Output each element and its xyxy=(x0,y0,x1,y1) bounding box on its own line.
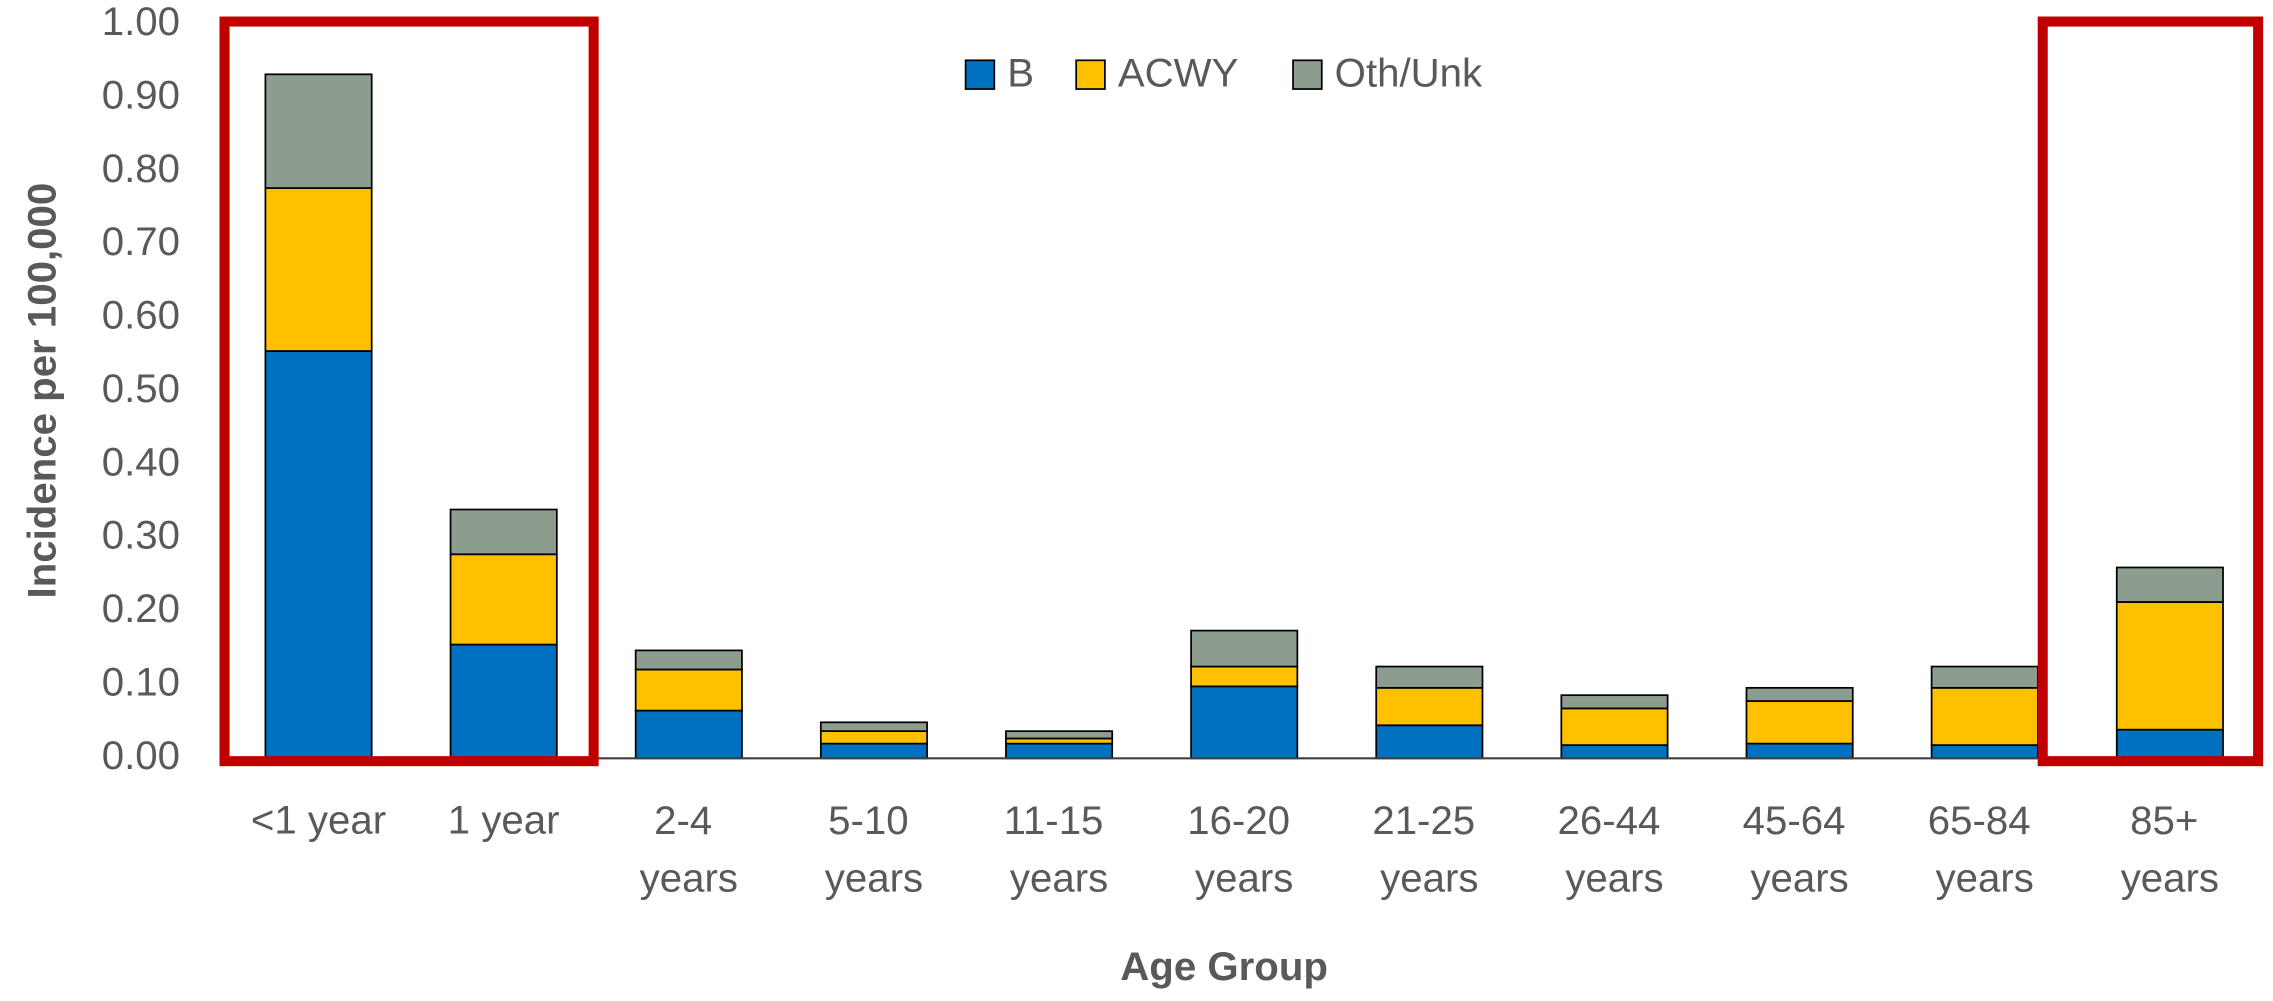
bar-segment xyxy=(2115,601,2224,731)
highlight-box xyxy=(219,16,599,767)
bar-segment xyxy=(634,668,743,712)
y-tick-label: 0.70 xyxy=(102,219,180,264)
x-tick-label: 2-4 years xyxy=(640,798,738,900)
x-tick-label: 45-64 years xyxy=(1743,798,1857,900)
x-tick-label: <1 year xyxy=(251,798,386,843)
x-tick-label: 11-15 years xyxy=(1004,798,1115,900)
bar-segment xyxy=(264,187,373,352)
bar-segment xyxy=(1190,665,1299,688)
bar-segment xyxy=(1375,724,1484,760)
bar-segment xyxy=(1190,685,1299,760)
bar-segment xyxy=(1745,686,1854,702)
legend-label: Oth/Unk xyxy=(1335,51,1483,96)
bar-segment xyxy=(1745,742,1854,760)
bar-segment xyxy=(819,721,928,732)
y-tick-label: 0.80 xyxy=(102,146,180,191)
x-tick-label: 1 year xyxy=(448,798,560,843)
legend-label: ACWY xyxy=(1118,51,1239,96)
bar-segment xyxy=(1930,744,2039,760)
bar-segment xyxy=(1930,665,2039,689)
bar-segment xyxy=(1190,629,1299,668)
bar-segment xyxy=(1930,686,2039,746)
bar-segment xyxy=(1005,730,1114,740)
bar-segment xyxy=(2115,566,2224,603)
x-tick-label: 16-20 years xyxy=(1187,798,1301,900)
legend-label: B xyxy=(1007,51,1034,96)
legend-swatch xyxy=(1075,59,1106,90)
y-tick-label: 0.90 xyxy=(102,72,180,117)
highlight-box xyxy=(2037,16,2264,767)
bar-segment xyxy=(1375,686,1484,727)
y-tick-label: 0.00 xyxy=(102,733,180,778)
y-tick-label: 0.10 xyxy=(102,660,180,705)
bar-segment xyxy=(1560,744,1669,760)
bar-segment xyxy=(1005,742,1114,760)
bar-segment xyxy=(634,709,743,760)
x-tick-label: 21-25 years xyxy=(1372,798,1486,900)
bar-segment xyxy=(819,730,928,745)
bar-segment xyxy=(449,643,558,760)
bar-segment xyxy=(1745,700,1854,745)
bar-segment xyxy=(449,508,558,556)
plot-area xyxy=(264,73,2224,760)
y-tick-label: 0.60 xyxy=(102,293,180,338)
y-tick-label: 0.20 xyxy=(102,586,180,631)
y-tick-label: 0.30 xyxy=(102,513,180,558)
x-tick-label: 5-10 years xyxy=(825,798,923,900)
bar-segment xyxy=(449,553,558,646)
legend-swatch xyxy=(964,59,996,90)
x-tick-label: 65-84 years xyxy=(1928,798,2042,900)
y-tick-label: 1.00 xyxy=(102,0,180,44)
bar-segment xyxy=(634,649,743,671)
bar-segment xyxy=(1375,665,1484,689)
x-tick-label: 85+ years xyxy=(2121,798,2219,900)
x-tick-label: 26-44 years xyxy=(1557,798,1671,900)
y-tick-label: 0.40 xyxy=(102,439,180,484)
bar-segment xyxy=(2115,728,2224,760)
bar-segment xyxy=(819,742,928,760)
bar-segment xyxy=(1560,694,1669,710)
legend-swatch xyxy=(1292,59,1323,90)
y-tick-label: 0.50 xyxy=(102,366,180,411)
y-axis-title: Incidence per 100,000 xyxy=(20,183,65,599)
bar-segment xyxy=(264,73,373,189)
bar-segment xyxy=(264,350,373,760)
x-axis-title: Age Group xyxy=(1120,944,1328,989)
bar-segment xyxy=(1560,707,1669,746)
